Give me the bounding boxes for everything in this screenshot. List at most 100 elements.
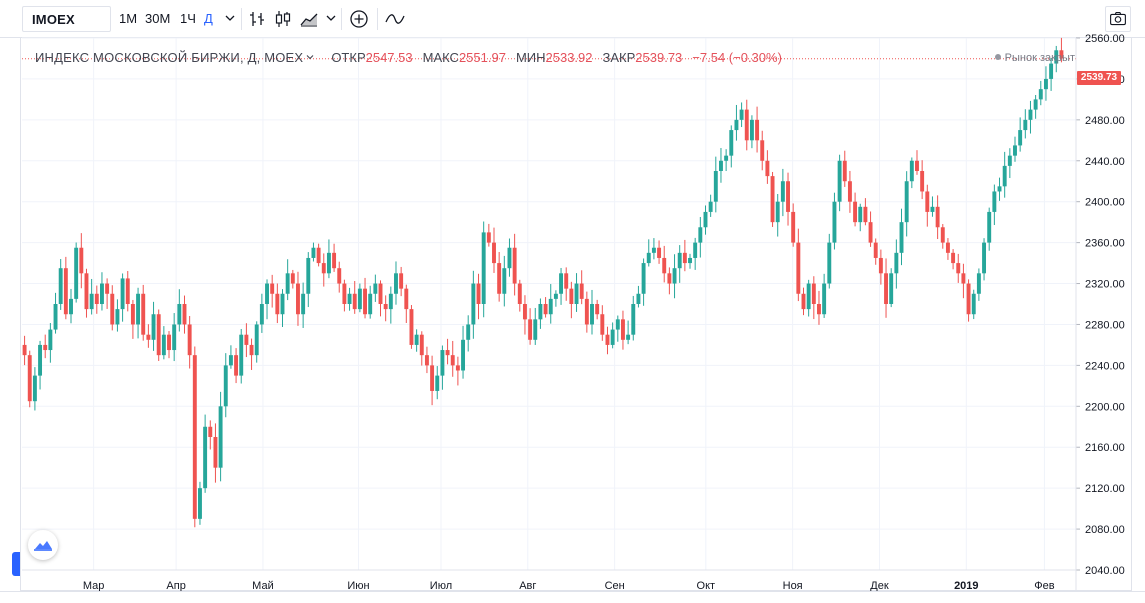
candle-body xyxy=(780,181,785,202)
candle-body xyxy=(734,119,739,131)
candle-body xyxy=(74,247,79,299)
candle-body xyxy=(125,278,130,304)
candle-body xyxy=(203,426,208,489)
candle-body xyxy=(337,268,342,284)
candle-body xyxy=(538,304,543,320)
candle-body xyxy=(858,206,863,223)
candle-body xyxy=(445,350,450,356)
area-style-icon[interactable] xyxy=(298,8,320,30)
candle-body xyxy=(749,119,754,141)
interval-30m[interactable]: 30М xyxy=(145,11,171,26)
candle-body xyxy=(626,334,631,340)
candle-body xyxy=(610,329,615,345)
candle-body xyxy=(564,273,569,289)
candle-body xyxy=(1028,109,1033,120)
chevron-down-icon[interactable] xyxy=(326,13,336,23)
candle-body xyxy=(58,268,63,304)
candle-body xyxy=(708,201,713,212)
candle-body xyxy=(455,365,460,371)
time-axis[interactable]: Мар Апр Май Июн Июл Авг Сен Окт Ноя Дек 2019 Фев xyxy=(22,569,1076,592)
left-toolbar-toggle[interactable] xyxy=(12,552,20,576)
candle-body xyxy=(48,329,53,351)
candle-body xyxy=(1002,165,1007,187)
legend-close-value: 2539.73 xyxy=(635,50,683,65)
add-compare-icon[interactable] xyxy=(348,8,370,30)
interval-1m[interactable]: 1М xyxy=(119,11,138,26)
candle-body xyxy=(894,252,899,274)
candle-body xyxy=(935,206,940,228)
chevron-down-icon[interactable] xyxy=(306,53,314,61)
candle-body xyxy=(275,293,280,315)
candle-body xyxy=(533,319,538,340)
candle-body xyxy=(801,293,806,310)
candle-body xyxy=(667,273,672,284)
legend-title[interactable]: ИНДЕКС МОСКОВСКОЙ БИРЖИ, Д, MOEX xyxy=(35,50,304,65)
candle-body xyxy=(290,273,295,284)
candle-body xyxy=(553,293,558,299)
last-price-label: 2539.73 xyxy=(1077,71,1121,85)
candle-body xyxy=(641,263,646,294)
candle-body xyxy=(239,334,244,376)
candle-body xyxy=(435,375,440,391)
candle-body xyxy=(146,334,151,340)
indicators-icon[interactable] xyxy=(384,8,406,30)
candle-body xyxy=(817,304,821,315)
candle-body xyxy=(1043,78,1048,90)
candle-body xyxy=(476,283,481,304)
candle-body xyxy=(966,283,971,315)
symbol-search-input[interactable]: IMOEX xyxy=(22,6,111,32)
candle-body xyxy=(424,355,429,366)
candle-body xyxy=(466,324,471,340)
price-axis[interactable]: 2040.00 2080.00 2120.00 2160.00 2200.00 2240.… xyxy=(1075,33,1125,590)
candle-body xyxy=(94,293,99,304)
camera-icon[interactable] xyxy=(1105,6,1131,32)
candle-body xyxy=(373,283,378,294)
candle-body xyxy=(63,268,68,315)
price-tick-label: 2360.00 xyxy=(1085,238,1125,250)
candle-body xyxy=(811,283,816,304)
candle-body xyxy=(383,304,388,310)
candle-body xyxy=(259,304,264,325)
price-tick-label: 2480.00 xyxy=(1085,115,1125,127)
candle-body xyxy=(208,426,213,437)
toolbar-divider xyxy=(377,8,378,30)
candle-body xyxy=(347,293,352,304)
price-tick-label: 2320.00 xyxy=(1085,279,1125,291)
candle-body xyxy=(796,242,801,294)
candle-body xyxy=(192,355,197,519)
candle-body xyxy=(378,283,383,304)
candle-body xyxy=(492,242,496,264)
candle-body xyxy=(569,288,574,304)
candle-body xyxy=(909,160,914,182)
price-tick-label: 2200.00 xyxy=(1085,401,1125,413)
candle-body xyxy=(662,257,667,274)
candle-body xyxy=(884,273,888,304)
candle-body xyxy=(316,247,321,264)
candle-body xyxy=(43,344,48,351)
candle-body xyxy=(982,242,987,274)
candle-body xyxy=(394,273,398,294)
candle-body xyxy=(301,293,306,315)
candle-body xyxy=(945,242,950,253)
candle-body xyxy=(1013,145,1017,156)
chevron-down-icon[interactable] xyxy=(225,13,235,23)
interval-1h[interactable]: 1Ч xyxy=(180,11,196,26)
candle-body xyxy=(590,304,594,325)
candle-body xyxy=(522,304,527,320)
candle-style-icon[interactable] xyxy=(272,8,294,30)
candle-body xyxy=(502,268,507,294)
bar-style-icon[interactable] xyxy=(246,8,268,30)
candle-body xyxy=(306,257,311,294)
interval-day[interactable]: Д xyxy=(204,11,213,26)
time-tick-label: Ноя xyxy=(783,580,803,592)
candle-body xyxy=(755,119,760,141)
price-tick-label: 2400.00 xyxy=(1085,197,1125,209)
candle-body xyxy=(548,298,553,315)
time-tick-label: 2019 xyxy=(954,580,978,592)
chart-pane xyxy=(20,38,1132,591)
candle-body xyxy=(357,288,362,310)
candle-body xyxy=(832,201,837,243)
tradingview-logo-button[interactable] xyxy=(28,530,58,560)
